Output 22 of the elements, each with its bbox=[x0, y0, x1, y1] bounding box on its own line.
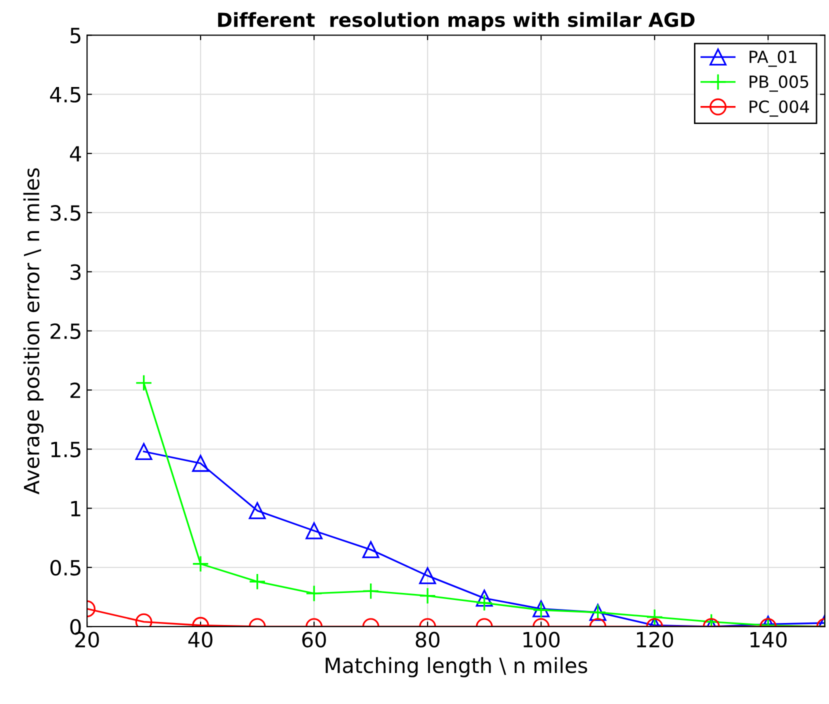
legend-label: PC_004 bbox=[750, 100, 809, 117]
x-tick-label: 40 bbox=[188, 632, 212, 648]
y-tick-label: 2 bbox=[70, 382, 80, 398]
y-tick-label: 1 bbox=[71, 501, 80, 516]
y-tick-label: 4 bbox=[70, 146, 82, 162]
y-tick-label: 2.5 bbox=[50, 323, 80, 340]
x-axis-title: Matching length \ n miles bbox=[326, 657, 588, 678]
x-tick-label: 60 bbox=[302, 632, 326, 648]
chart-title: Different resolution maps with similar AGD bbox=[218, 12, 695, 31]
x-tick-label: 120 bbox=[636, 632, 674, 648]
y-tick-label: 1.5 bbox=[51, 442, 80, 458]
y-tick-label: 4.5 bbox=[50, 87, 80, 103]
y-tick-label: 0.5 bbox=[50, 560, 80, 576]
y-tick-label: 5 bbox=[70, 28, 80, 44]
legend-label: PA_01 bbox=[750, 50, 796, 67]
x-tick-label: 140 bbox=[750, 632, 787, 648]
x-tick-label: 80 bbox=[416, 632, 440, 648]
y-axis-title: Average position error \ n miles bbox=[23, 168, 44, 494]
y-tick-label: 3 bbox=[70, 264, 81, 280]
y-tick-label: 3.5 bbox=[50, 205, 80, 221]
legend-label: PB_005 bbox=[750, 75, 808, 92]
x-tick-label: 100 bbox=[523, 632, 560, 648]
